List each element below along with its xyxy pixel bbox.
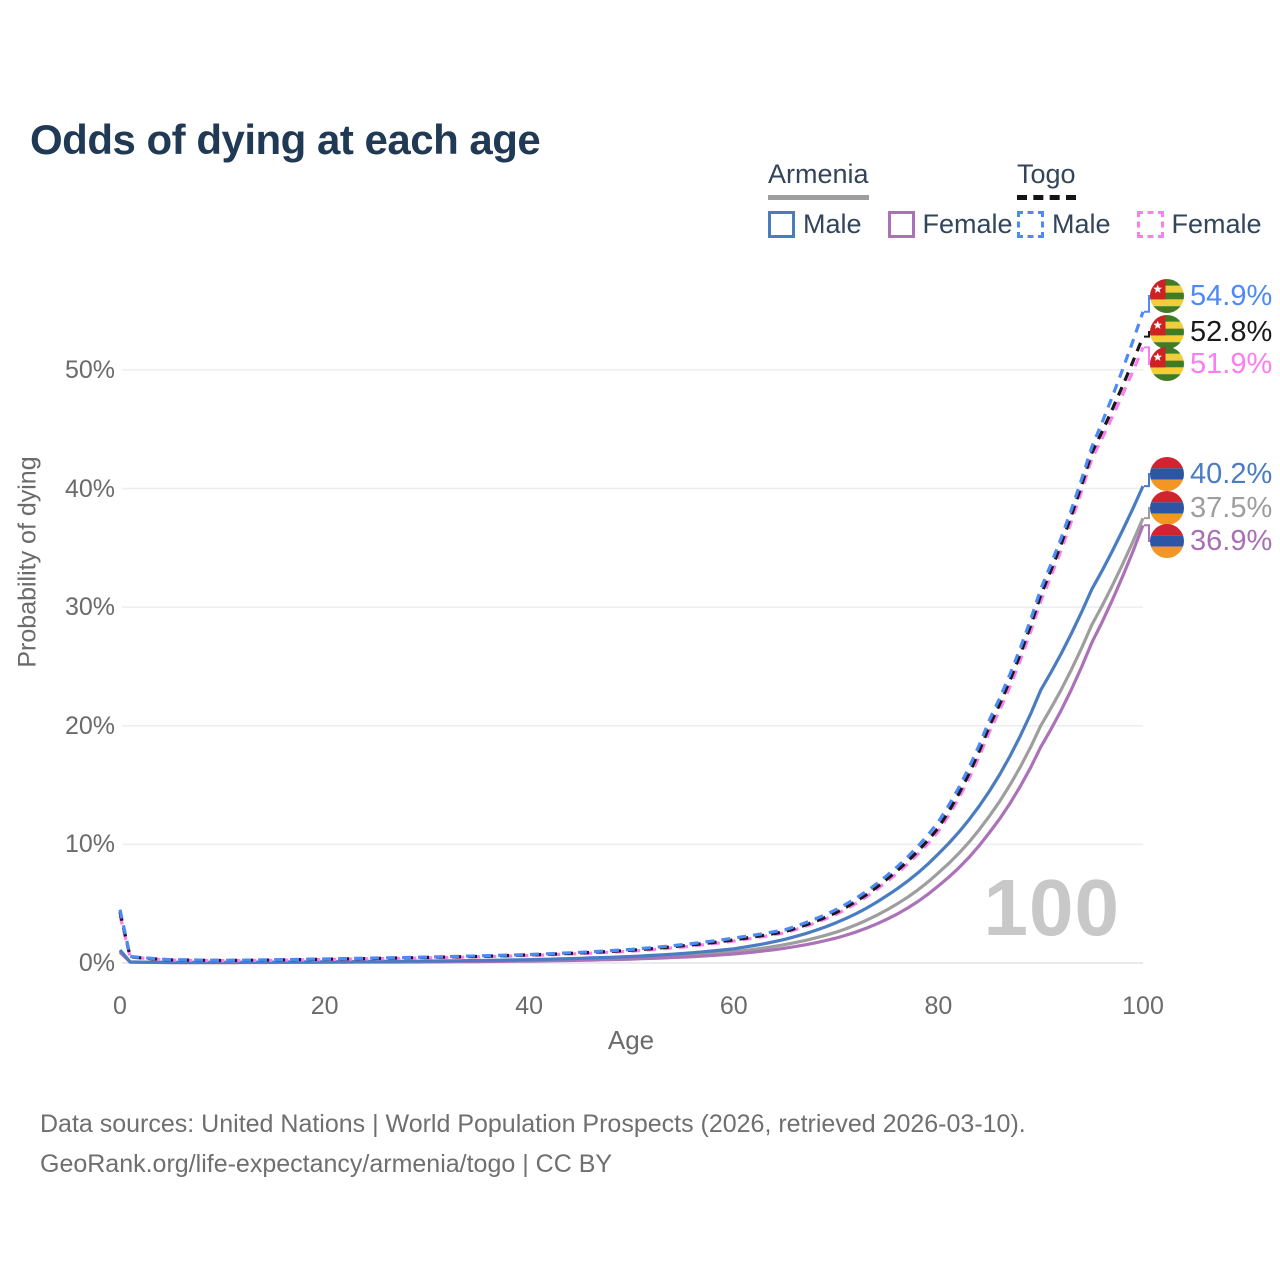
series-line-togo-male[interactable] bbox=[118, 311, 1145, 962]
legend-country-togo[interactable]: Togo bbox=[1017, 159, 1076, 200]
x-tick-label-80: 80 bbox=[924, 992, 953, 1020]
end-label-togo-male[interactable]: 54.9% bbox=[1150, 279, 1272, 313]
legend-item-togo-male[interactable]: Male bbox=[1052, 208, 1111, 239]
togo-male-swatch-icon[interactable] bbox=[1017, 210, 1044, 238]
legend-item-armenia-female[interactable]: Female bbox=[922, 208, 1013, 239]
end-label-armenia-female[interactable]: 36.9% bbox=[1150, 524, 1272, 558]
armenia-flag-icon bbox=[1150, 524, 1184, 558]
x-tick-label-0: 0 bbox=[113, 992, 127, 1020]
x-tick-label-20: 20 bbox=[310, 992, 339, 1020]
x-axis-title: Age bbox=[607, 1025, 655, 1055]
y-tick-label-40%: 40% bbox=[64, 474, 115, 503]
legend-group-armenia: Armenia Male Female bbox=[768, 159, 1039, 240]
legend-country-armenia[interactable]: Armenia bbox=[768, 159, 869, 200]
end-label-value: 52.8% bbox=[1190, 315, 1273, 348]
legend-group-togo: Togo Male Female bbox=[1017, 159, 1280, 240]
x-tick-label-60: 60 bbox=[719, 992, 748, 1020]
end-label-value: 37.5% bbox=[1190, 491, 1273, 524]
page-title: Odds of dying at each age bbox=[30, 116, 541, 164]
armenia-flag-icon bbox=[1150, 491, 1184, 525]
end-label-value: 51.9% bbox=[1190, 347, 1273, 380]
armenia-female-swatch-icon[interactable] bbox=[887, 210, 915, 238]
y-tick-label-20%: 20% bbox=[64, 711, 115, 740]
end-label-value: 36.9% bbox=[1190, 524, 1273, 557]
togo-flag-icon bbox=[1150, 279, 1184, 313]
series-lines bbox=[118, 311, 1145, 965]
end-label-togo-both[interactable]: 52.8% bbox=[1150, 315, 1272, 349]
y-tick-label-50%: 50% bbox=[64, 355, 115, 384]
legend-item-armenia-male[interactable]: Male bbox=[803, 208, 862, 239]
hovered-age-watermark: 100 bbox=[983, 863, 1120, 952]
togo-female-swatch-icon[interactable] bbox=[1136, 210, 1164, 238]
series-line-armenia-male[interactable] bbox=[118, 485, 1145, 964]
togo-flag-icon bbox=[1150, 315, 1184, 349]
end-label-value: 54.9% bbox=[1190, 279, 1273, 312]
legend-item-togo-female[interactable]: Female bbox=[1171, 208, 1262, 239]
y-tick-label-10%: 10% bbox=[64, 830, 115, 859]
end-label-value: 40.2% bbox=[1190, 457, 1273, 490]
togo-flag-icon bbox=[1150, 347, 1184, 381]
armenia-male-swatch-icon[interactable] bbox=[768, 210, 795, 238]
end-label-togo-female[interactable]: 51.9% bbox=[1150, 347, 1272, 381]
y-tick-label-30%: 30% bbox=[64, 593, 115, 622]
armenia-flag-icon bbox=[1150, 457, 1184, 491]
georank-url-line: GeoRank.org/life-expectancy/armenia/togo… bbox=[40, 1150, 613, 1178]
end-label-armenia-male[interactable]: 40.2% bbox=[1150, 457, 1272, 491]
x-tick-label-100: 100 bbox=[1122, 992, 1164, 1020]
x-tick-label-40: 40 bbox=[515, 992, 544, 1020]
end-label-armenia-both[interactable]: 37.5% bbox=[1150, 491, 1272, 525]
attribution-footer: Data sources: United Nations | World Pop… bbox=[40, 1104, 1026, 1184]
data-sources-line: Data sources: United Nations | World Pop… bbox=[40, 1110, 1026, 1138]
y-tick-label-0%: 0% bbox=[78, 949, 115, 977]
